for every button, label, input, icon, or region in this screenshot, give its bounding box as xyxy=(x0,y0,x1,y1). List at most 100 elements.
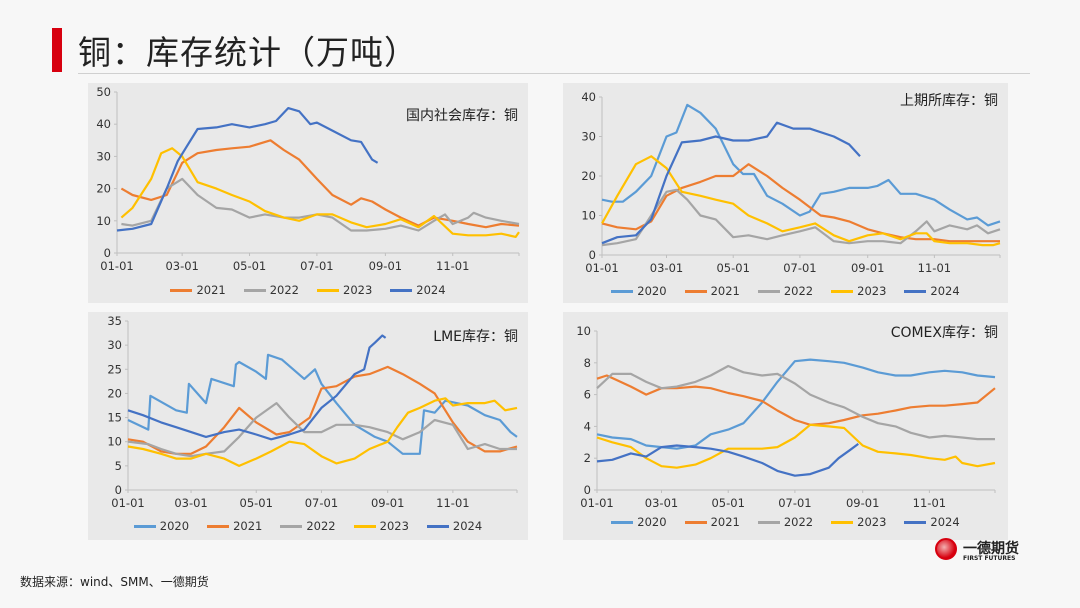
legend-swatch xyxy=(280,524,303,528)
chart-domestic-social-inventory: 0 10 20 30 40 50 01-01 03-01 05-01 07-01 09-01 11-0… xyxy=(88,83,528,303)
legend-swatch xyxy=(757,520,780,524)
y-tick-label: 10 xyxy=(107,435,122,449)
legend-item-2023: 2023 xyxy=(353,519,409,533)
legend-item-2021: 2021 xyxy=(684,515,740,529)
y-tick-label: 5 xyxy=(115,459,122,473)
series-line-2023 xyxy=(120,147,520,238)
legend-label: 2021 xyxy=(196,283,226,297)
legend-item-2023: 2023 xyxy=(317,283,372,297)
legend-swatch xyxy=(904,520,927,524)
legend-label: 2023 xyxy=(857,515,887,529)
x-tick-label: 11-01 xyxy=(436,496,469,510)
series-line-2023 xyxy=(601,155,1001,247)
x-tick-label: 09-01 xyxy=(369,259,402,273)
legend-swatch xyxy=(684,289,707,293)
legend-label: 2023 xyxy=(343,283,373,297)
legend-item-2020: 2020 xyxy=(611,284,667,298)
legend-label: 2024 xyxy=(452,519,483,533)
y-tick-label: 4 xyxy=(584,419,591,433)
legend-item-2024: 2024 xyxy=(904,284,960,298)
chart-legend: 2020 2021 2022 2023 2024 xyxy=(563,515,1008,529)
legend-item-2023: 2023 xyxy=(831,515,886,529)
legend-swatch xyxy=(684,520,707,524)
y-tick-label: 10 xyxy=(576,324,591,338)
y-tick-label: 6 xyxy=(584,388,591,402)
series-line-2024 xyxy=(127,334,387,441)
series-line-2023 xyxy=(596,423,996,469)
legend-item-2021: 2021 xyxy=(684,284,740,298)
x-tick-label: 11-01 xyxy=(918,261,951,275)
legend-label: 2021 xyxy=(710,515,740,529)
x-tick-label: 09-01 xyxy=(371,496,404,510)
legend-item-2024: 2024 xyxy=(904,515,960,529)
series-line-2024 xyxy=(596,443,859,477)
y-tick-label: 30 xyxy=(96,149,111,163)
legend-label: 2020 xyxy=(637,284,667,298)
y-tick-label: 10 xyxy=(96,214,111,228)
legend-swatch xyxy=(353,524,376,528)
logo-name-en: FIRST FUTURES xyxy=(963,555,1016,562)
chart-title: COMEX库存：铜 xyxy=(890,325,998,341)
legend-label: 2021 xyxy=(710,284,740,298)
data-source-note: 数据来源：wind、SMM、一德期货 xyxy=(20,575,209,589)
legend-item-2020: 2020 xyxy=(611,515,667,529)
legend-label: 2021 xyxy=(233,519,263,533)
y-tick-label: 8 xyxy=(584,356,591,370)
x-tick-label: 11-01 xyxy=(436,259,469,273)
legend-swatch xyxy=(170,288,193,292)
x-tick-label: 09-01 xyxy=(846,496,879,510)
x-tick-label: 03-01 xyxy=(165,259,198,273)
legend-label: 2022 xyxy=(783,515,814,529)
x-tick-label: 05-01 xyxy=(711,496,744,510)
legend-swatch xyxy=(611,520,634,524)
chart-title: 上期所库存：铜 xyxy=(900,93,998,109)
legend-swatch xyxy=(831,520,854,524)
x-tick-label: 05-01 xyxy=(716,261,749,275)
y-tick-label: 25 xyxy=(107,362,122,376)
title-accent-bar xyxy=(52,28,62,72)
chart-plot: 0 5 10 15 20 25 30 35 01-01 03-01 05-01 07-01 09-01 1… xyxy=(107,314,518,510)
chart-legend: 2021 2022 2023 2024 xyxy=(88,283,528,297)
legend-label: 2022 xyxy=(306,519,336,533)
series-line-2024 xyxy=(601,121,861,245)
chart-title: LME库存：铜 xyxy=(433,329,518,345)
legend-swatch xyxy=(317,288,339,292)
y-tick-label: 0 xyxy=(589,248,596,262)
chart-plot: 0 2 4 6 8 10 01-01 03-01 05-01 07-01 09-01 11-01 xyxy=(576,324,996,510)
y-tick-label: 0 xyxy=(584,483,591,497)
x-tick-label: 07-01 xyxy=(783,261,816,275)
legend-label: 2024 xyxy=(930,515,960,529)
y-tick-label: 40 xyxy=(96,117,111,131)
x-tick-label: 05-01 xyxy=(240,496,273,510)
series-line-2022 xyxy=(601,188,1001,247)
y-tick-label: 0 xyxy=(115,483,122,497)
title-divider xyxy=(78,73,1030,74)
series-line-2021 xyxy=(596,374,996,426)
series-line-2021 xyxy=(601,163,1000,243)
legend-label: 2022 xyxy=(783,284,814,298)
x-tick-label: 01-01 xyxy=(100,259,133,273)
y-tick-label: 15 xyxy=(107,411,122,425)
legend-swatch xyxy=(757,289,780,293)
legend-item-2024: 2024 xyxy=(426,519,483,533)
x-tick-label: 01-01 xyxy=(585,261,618,275)
series-line-2020 xyxy=(127,353,518,455)
y-tick-label: 0 xyxy=(104,246,111,260)
y-tick-label: 35 xyxy=(107,314,122,328)
y-tick-label: 50 xyxy=(96,85,111,99)
legend-item-2021: 2021 xyxy=(207,519,262,533)
logo-name-cn: 一德期货 xyxy=(963,541,1019,557)
legend-item-2020: 2020 xyxy=(133,519,189,533)
legend-swatch xyxy=(133,524,156,528)
y-tick-label: 20 xyxy=(581,169,596,183)
legend-swatch xyxy=(831,289,854,293)
y-tick-label: 10 xyxy=(581,209,596,223)
series-line-2022 xyxy=(596,364,995,441)
legend-swatch xyxy=(207,524,230,528)
x-tick-label: 05-01 xyxy=(233,259,266,273)
chart-plot: 0 10 20 30 40 50 01-01 03-01 05-01 07-01 09-01 11-0… xyxy=(96,85,520,273)
legend-swatch xyxy=(243,288,266,292)
series-line-2021 xyxy=(127,365,518,455)
chart-plot: 0 10 20 30 40 01-01 03-01 05-01 07-01 09-01 11-01 xyxy=(581,90,1001,275)
logo-emblem-icon xyxy=(935,538,957,560)
